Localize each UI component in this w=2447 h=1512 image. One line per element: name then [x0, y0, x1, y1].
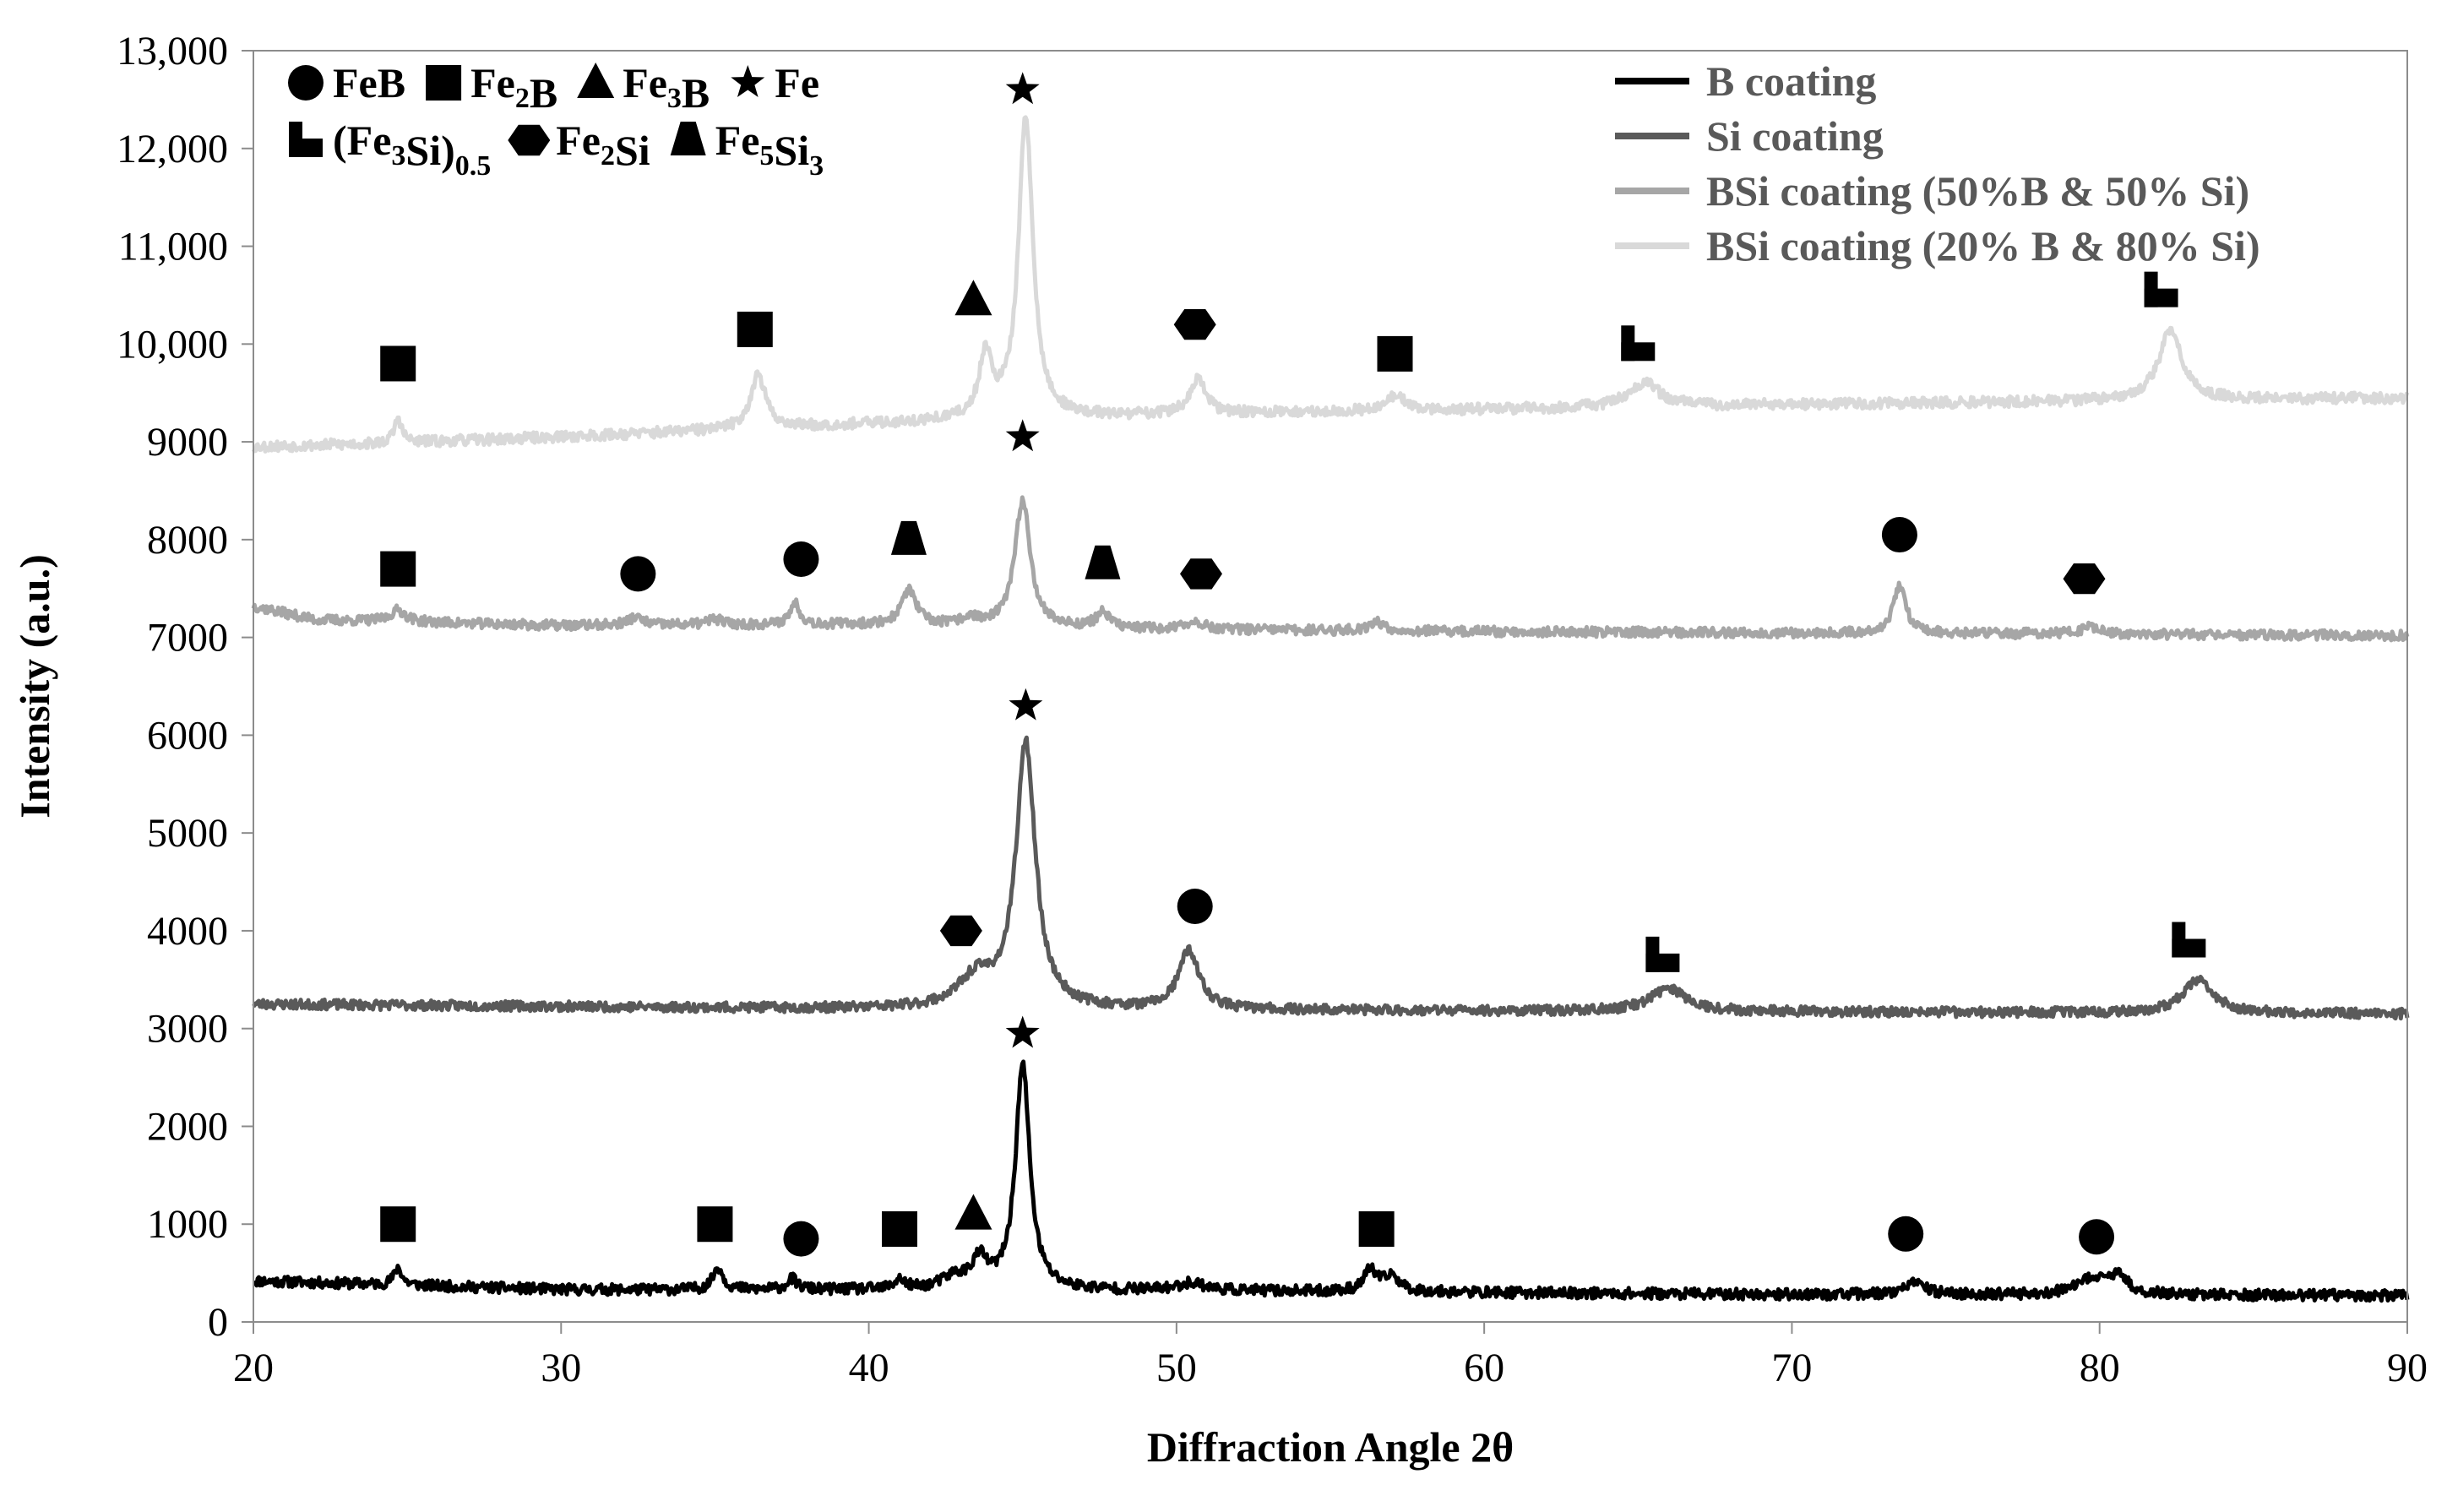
peak-marker-circle-icon: [1177, 888, 1213, 924]
phase-legend-item: Fe: [731, 59, 819, 106]
peak-marker-square-icon: [882, 1211, 917, 1248]
phase-legend-item: (Fe3Si)0.5: [289, 117, 491, 182]
phase-square-icon: [426, 65, 462, 101]
peak-marker-star-icon: [1005, 72, 1040, 105]
series-line-bsi-coating-50-b-50-si: [251, 495, 2410, 643]
peak-marker-star-icon: [1005, 1015, 1040, 1048]
peak-marker-fe3si-icon: [2172, 922, 2206, 958]
y-tick-label: 6000: [147, 713, 228, 758]
series-legend: B coating Si coating BSi coating (50%B & 5…: [1615, 57, 2260, 269]
peak-marker-triangle-icon: [954, 280, 992, 316]
peak-marker-fe3si-icon: [1645, 936, 1680, 972]
legend-item-si-coating: Si coating: [1615, 112, 1884, 160]
phase-legend-label: FeB: [333, 59, 405, 106]
peak-marker-layer: [380, 72, 2206, 1257]
series-line-b-coating: [252, 1059, 2410, 1303]
legend-label: Si coating: [1706, 112, 1884, 160]
phase-legend-item: Fe3B: [577, 59, 710, 117]
y-tick-label: 2000: [147, 1104, 228, 1149]
peak-marker-square-icon: [380, 345, 416, 382]
y-tick-label: 10,000: [117, 322, 228, 367]
y-tick-label: 7000: [147, 616, 228, 661]
phase-legend-item: Fe5Si3: [670, 117, 824, 182]
legend-item-b-coating: B coating: [1615, 57, 1876, 105]
x-tick-label: 50: [1156, 1346, 1197, 1390]
phase-legend-label: Fe2Si: [556, 117, 650, 174]
peak-marker-star-icon: [1009, 688, 1043, 721]
peak-marker-circle-icon: [1888, 1216, 1924, 1252]
phase-legend-label: (Fe3Si)0.5: [333, 117, 491, 182]
peak-marker-trapezoid-icon: [1085, 545, 1121, 579]
phase-legend-item: Fe2Si: [508, 117, 650, 174]
y-tick-label: 4000: [147, 909, 228, 954]
phase-trapezoid-icon: [670, 122, 706, 155]
peak-marker-square-icon: [380, 1206, 416, 1243]
peak-marker-fe3si-icon: [1621, 325, 1656, 362]
x-tick-label: 40: [849, 1346, 889, 1390]
series-layer: [251, 115, 2410, 1303]
peak-marker-hexagon-icon: [1180, 558, 1222, 590]
legend-label: B coating: [1706, 57, 1876, 105]
y-tick-label: 0: [208, 1300, 228, 1345]
series-line-bsi-coating-20-b-80-si: [251, 115, 2410, 454]
y-tick-label: 8000: [147, 518, 228, 563]
x-tick-label: 90: [2387, 1346, 2428, 1390]
peak-marker-circle-icon: [1881, 517, 1917, 553]
y-tick-label: 3000: [147, 1007, 228, 1052]
peak-marker-fe3si-icon: [2144, 271, 2178, 307]
plot-frame: [253, 50, 2408, 1323]
phase-circle-icon: [288, 65, 324, 101]
peak-marker-square-icon: [1377, 335, 1413, 372]
y-tick-label: 13,000: [117, 29, 228, 73]
legend-item-bsi-coating-20-b-80-si: BSi coating (20% B & 80% Si): [1615, 222, 2260, 269]
peak-marker-circle-icon: [783, 541, 819, 577]
peak-marker-trapezoid-icon: [890, 520, 927, 555]
peak-marker-star-icon: [1005, 419, 1040, 452]
x-tick-label: 30: [541, 1346, 581, 1390]
axes-layer: 20 30 40 50 60 70 80 90 0 1000 2000 3000 4000 5000 600…: [117, 29, 2428, 1390]
y-axis-title: Intensity (a.u.): [11, 554, 58, 819]
legend-label: BSi coating (20% B & 80% Si): [1706, 222, 2260, 269]
peak-marker-square-icon: [380, 551, 416, 587]
peak-marker-square-icon: [737, 311, 773, 347]
x-tick-label: 80: [2080, 1346, 2120, 1390]
phase-star-icon: [731, 65, 765, 97]
phase-legend-label: Fe2B: [470, 59, 557, 117]
peak-marker-square-icon: [1358, 1211, 1395, 1248]
peak-marker-circle-icon: [620, 556, 656, 592]
y-tick-label: 9000: [147, 420, 228, 465]
y-tick-label: 5000: [147, 811, 228, 856]
phase-legend-label: Fe: [775, 59, 819, 106]
legend-label: BSi coating (50%B & 50% Si): [1706, 167, 2249, 215]
x-axis-title: Diffraction Angle 2θ: [1147, 1423, 1514, 1471]
x-tick-label: 20: [233, 1346, 274, 1390]
phase-fe3si-icon: [289, 122, 323, 157]
peak-marker-circle-icon: [783, 1221, 819, 1257]
series-line-si-coating: [252, 735, 2410, 1021]
legend-item-bsi-coating-50-b-50-si: BSi coating (50%B & 50% Si): [1615, 167, 2249, 215]
peak-marker-hexagon-icon: [939, 915, 982, 947]
x-tick-label: 70: [1771, 1346, 1812, 1390]
phase-legend-item: Fe2B: [426, 59, 557, 117]
x-tick-label: 60: [1464, 1346, 1504, 1390]
y-tick-label: 1000: [147, 1202, 228, 1247]
phase-triangle-icon: [577, 63, 615, 98]
peak-marker-hexagon-icon: [2063, 563, 2106, 595]
y-tick-label: 12,000: [117, 127, 228, 171]
peak-marker-square-icon: [697, 1206, 733, 1243]
peak-marker-hexagon-icon: [1173, 309, 1216, 340]
phase-legend: FeB Fe2B Fe3B Fe (Fe3Si)0.5 Fe2Si Fe5Si3: [288, 59, 824, 182]
peak-marker-triangle-icon: [954, 1194, 992, 1230]
peak-marker-circle-icon: [2079, 1219, 2115, 1255]
phase-legend-item: FeB: [288, 59, 405, 106]
phase-hexagon-icon: [508, 124, 551, 156]
y-tick-label: 11,000: [118, 225, 228, 269]
phase-legend-label: Fe5Si3: [715, 117, 824, 182]
phase-legend-label: Fe3B: [623, 59, 710, 117]
